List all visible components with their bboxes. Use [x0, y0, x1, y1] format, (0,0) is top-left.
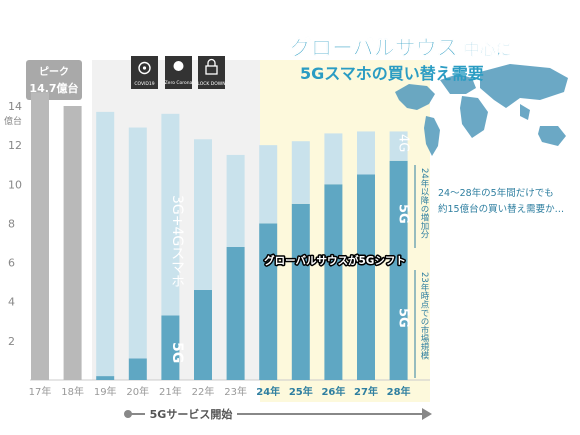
- y-axis-label: 億台: [4, 115, 22, 127]
- y-tick-label: 2: [8, 335, 15, 348]
- y-tick-label: 6: [8, 257, 15, 270]
- zero-corona-label: Zero Corona: [165, 80, 193, 86]
- x-tick-label: 22年: [192, 385, 215, 398]
- x-tick-label: 26年: [321, 385, 345, 398]
- x-tick-label: 23年: [224, 385, 247, 398]
- y-tick-label: 8: [8, 217, 15, 230]
- bar-g5-10: [357, 174, 375, 380]
- y-tick-label: 12: [8, 139, 22, 152]
- x-tick-label: 18年: [61, 385, 84, 398]
- bar-g34-5: [194, 139, 212, 290]
- x-tick-label: 21年: [159, 385, 182, 398]
- annotation-5g-28-top: 5G: [396, 204, 411, 224]
- bar-pre-0: [31, 92, 49, 381]
- bar-pre-1: [63, 106, 82, 380]
- annotation-increase: 24年以降の増加分: [419, 168, 429, 239]
- x-tick-label: 19年: [94, 385, 117, 398]
- bar-g34-11: [389, 131, 408, 161]
- covid19-icon: COVID19: [131, 56, 158, 89]
- bar-g5-9: [324, 184, 343, 380]
- bar-g34-9: [324, 133, 343, 185]
- title-line1-suffix: 中心に: [464, 40, 512, 59]
- covid19-label: COVID19: [134, 81, 154, 87]
- callout-line2: 約15億台の買い替え需要か…: [438, 203, 564, 215]
- bar-g34-7: [259, 145, 278, 224]
- y-tick-label: 14: [8, 100, 22, 113]
- bar-g5-4: [161, 315, 180, 380]
- lockdown-label: LOCK DOWN: [197, 81, 225, 87]
- bar-g34-8: [291, 141, 310, 204]
- service-start-label: 5Gサービス開始: [150, 407, 233, 421]
- lockdown-icon: LOCK DOWN: [197, 56, 226, 89]
- y-tick-label: 4: [8, 296, 15, 309]
- x-tick-label: 27年: [354, 385, 378, 398]
- x-tick-label: 20年: [126, 385, 149, 398]
- bar-g34-2: [96, 111, 115, 377]
- x-tick-label: 25年: [289, 385, 313, 398]
- annotation-4g-28: 4G: [396, 134, 411, 152]
- bar-g5-2: [96, 376, 115, 380]
- bar-g5-11: [389, 160, 408, 380]
- annotation-market: 23年時点での市場規模: [419, 272, 429, 360]
- world-map-icon: [395, 64, 568, 156]
- bar-g34-6: [226, 154, 245, 247]
- peak-value: 14.7億台: [29, 81, 78, 95]
- bar-g34-10: [357, 131, 375, 175]
- callout-line1: 24〜28年の5年間だけでも: [438, 187, 554, 199]
- x-tick-label: 24年: [256, 385, 280, 398]
- x-tick-label: 28年: [387, 385, 411, 398]
- peak-label: ピーク: [39, 66, 69, 78]
- x-tick-label: 17年: [29, 385, 52, 398]
- peak-label-box: [26, 60, 82, 100]
- title-line1: グローバルサウス 中心に: [290, 36, 512, 60]
- bar-g5-5: [194, 289, 212, 380]
- annotation-5g-28-bottom: 5G: [396, 308, 411, 328]
- bar-g5-8: [291, 203, 310, 380]
- annotation-5g-21: 5G: [169, 342, 185, 363]
- title-line2: 5Gスマホの買い替え需要: [300, 64, 484, 83]
- bar-g34-4: [161, 113, 180, 316]
- service-start-arrowhead: [422, 408, 432, 420]
- annotation-3g-4g: 3G+4Gスマホ: [169, 195, 185, 288]
- service-start-label-bg: [145, 404, 237, 424]
- shift-label: グローバルサウスが5Gシフト: [264, 254, 406, 267]
- bar-g34-3: [128, 127, 147, 359]
- y-tick-label: 10: [8, 178, 22, 191]
- bar-g5-6: [226, 246, 245, 380]
- bar-g5-7: [259, 223, 278, 380]
- bar-g5-3: [128, 358, 147, 380]
- zero-corona-icon: Zero Corona: [165, 56, 193, 89]
